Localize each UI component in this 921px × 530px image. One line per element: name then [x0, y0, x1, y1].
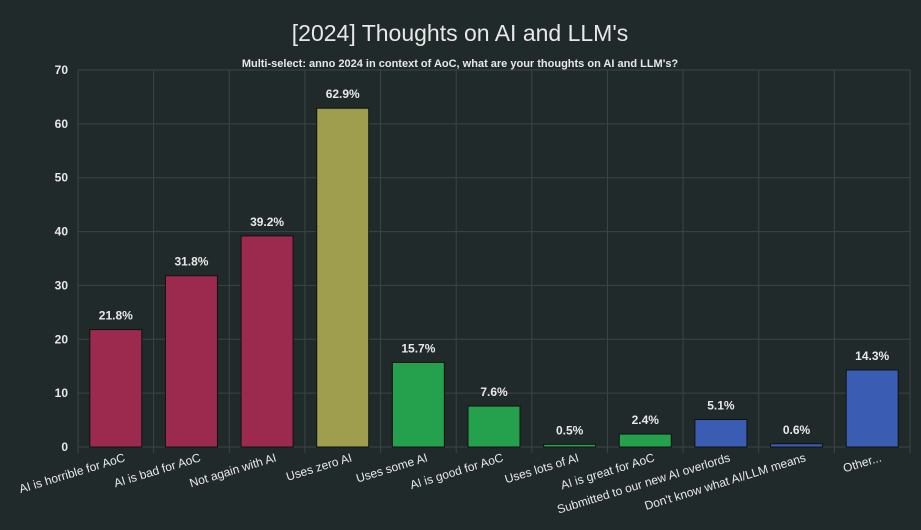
data-label: 62.9%	[326, 87, 360, 101]
grid-layer	[77, 69, 911, 453]
data-label: 39.2%	[250, 215, 284, 229]
data-label: 7.6%	[480, 385, 508, 399]
data-label: 21.8%	[99, 309, 133, 323]
bar[interactable]	[618, 433, 672, 448]
bar[interactable]	[694, 419, 748, 448]
data-label: 15.7%	[401, 341, 435, 355]
chart-title: [2024] Thoughts on AI and LLM's	[292, 20, 628, 46]
data-label: 14.3%	[855, 349, 889, 363]
y-tick-label: 10	[55, 386, 69, 400]
data-label: 0.6%	[783, 423, 811, 437]
y-tick-label: 0	[61, 440, 68, 454]
data-label: 5.1%	[707, 399, 735, 413]
data-label: 31.8%	[174, 255, 208, 269]
bar[interactable]	[164, 275, 218, 448]
bar[interactable]	[770, 443, 824, 448]
data-label: 0.5%	[556, 423, 584, 437]
x-tick-label: Other...	[841, 450, 883, 475]
y-tick-label: 70	[55, 63, 69, 77]
bar[interactable]	[543, 443, 597, 448]
x-tick-label: Uses zero AI	[284, 450, 353, 483]
x-tick-label: Not again with AI	[188, 450, 278, 490]
bar[interactable]	[391, 361, 445, 448]
y-tick-label: 50	[55, 171, 69, 185]
data-labels: 21.8% 31.8% 39.2% 62.9% 15.7% 7.6% 0.5% 2.4% 5.1…	[99, 87, 890, 437]
chart-subtitle: Multi-select: anno 2024 in context of Ao…	[242, 58, 679, 70]
x-tick-label: AI is horrible for AoC	[17, 450, 127, 496]
y-tick-label: 30	[55, 278, 69, 292]
bar[interactable]	[89, 329, 143, 448]
y-tick-label: 20	[55, 332, 69, 346]
y-tick-label: 40	[55, 225, 69, 239]
y-axis: 0 10 20 30 40 50 60 70	[55, 63, 69, 454]
data-label: 2.4%	[632, 413, 660, 427]
bar[interactable]	[316, 107, 370, 448]
bar[interactable]	[467, 405, 521, 448]
bar[interactable]	[240, 235, 294, 448]
bars	[89, 107, 899, 448]
bar[interactable]	[845, 369, 899, 448]
y-tick-label: 60	[55, 117, 69, 131]
